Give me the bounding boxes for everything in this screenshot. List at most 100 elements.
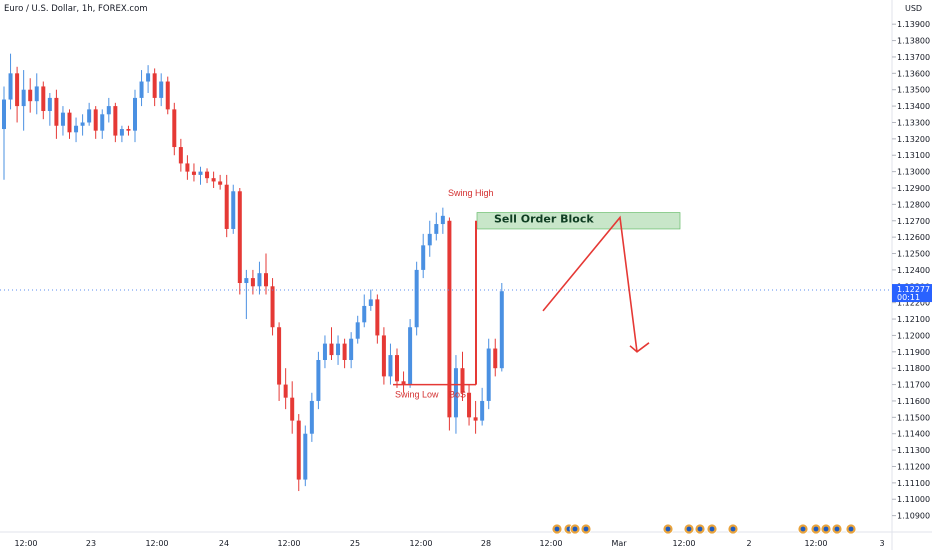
candle-up xyxy=(146,73,151,82)
last-price-tag xyxy=(892,284,932,303)
y-tick-label: 1.12400 xyxy=(897,266,930,275)
candle-down xyxy=(54,97,59,126)
x-tick-label: 12:00 xyxy=(539,539,562,548)
projection-path xyxy=(542,215,638,352)
candle-down xyxy=(113,106,118,136)
y-tick-label: 1.12900 xyxy=(897,184,930,193)
x-tick-label: 12:00 xyxy=(14,539,37,548)
y-tick-label: 1.11600 xyxy=(897,397,930,406)
y-tick-label: 1.12700 xyxy=(897,217,930,226)
candle-up xyxy=(355,322,360,339)
y-tick-label: 1.13300 xyxy=(897,118,930,127)
candle-up xyxy=(231,191,236,229)
event-flag-icon-center xyxy=(554,526,560,532)
candle-up xyxy=(21,89,26,107)
candle-down xyxy=(205,171,210,179)
candle-up xyxy=(349,338,354,360)
candle-down xyxy=(218,181,223,185)
y-tick-label: 1.13200 xyxy=(897,135,930,144)
candle-down xyxy=(165,81,170,110)
y-tick-label: 1.11200 xyxy=(897,462,930,471)
candle-down xyxy=(191,171,196,175)
candle-up xyxy=(414,269,419,328)
projection-arrowhead xyxy=(629,342,650,353)
y-tick-label: 1.12500 xyxy=(897,250,930,259)
y-tick-label: 1.13700 xyxy=(897,53,930,62)
x-tick-label: 12:00 xyxy=(145,539,168,548)
candle-down xyxy=(460,368,465,393)
events-row xyxy=(551,523,857,535)
event-flag-icon-center xyxy=(800,526,806,532)
candle-up xyxy=(159,81,164,98)
x-tick-label: 2 xyxy=(746,539,751,548)
y-tick-label: 1.12200 xyxy=(897,299,930,308)
candle-down xyxy=(126,129,131,131)
candle-down xyxy=(467,392,472,418)
event-flag-icon-center xyxy=(813,526,819,532)
candle-down xyxy=(296,420,301,480)
y-axis: 1.13900 1.13800 1.13700 1.13600 1.13500 1.134… xyxy=(891,0,932,550)
event-flag-icon-center xyxy=(730,526,736,532)
y-tick-label: 1.10900 xyxy=(897,512,930,521)
candle-down xyxy=(172,109,177,148)
y-tick-label: 1.11900 xyxy=(897,348,930,357)
y-tick-label: 1.13900 xyxy=(897,20,930,29)
last-price-value: 1.12277 xyxy=(897,285,930,294)
candle-down xyxy=(277,327,282,385)
candle-up xyxy=(244,278,249,284)
candle-down xyxy=(41,86,46,112)
x-tick-label: 24 xyxy=(219,539,229,548)
swing-low-label: Swing Low xyxy=(395,390,439,400)
candle-up xyxy=(100,114,105,131)
bos-label: BoS xyxy=(449,390,466,400)
candle-down xyxy=(15,73,20,107)
candle-down xyxy=(178,147,183,164)
event-flag-icon-center xyxy=(572,526,578,532)
candle-up xyxy=(421,245,426,270)
candle-countdown: 00:11 xyxy=(897,293,920,302)
candle-up xyxy=(453,368,458,418)
y-tick-label: 1.13000 xyxy=(897,168,930,177)
y-tick-label: 1.13800 xyxy=(897,37,930,46)
y-tick-label: 1.13600 xyxy=(897,69,930,78)
y-tick-label: 1.12800 xyxy=(897,200,930,209)
candle-up xyxy=(434,224,439,234)
x-tick-label: 12:00 xyxy=(804,539,827,548)
candle-up xyxy=(427,233,432,246)
candle-up xyxy=(303,433,308,480)
event-flag-icon-center xyxy=(834,526,840,532)
candle-down xyxy=(270,286,275,328)
candle-down xyxy=(224,184,229,229)
currency-label: USD xyxy=(905,4,922,13)
candle-down xyxy=(381,335,386,377)
x-tick-label: 12:00 xyxy=(277,539,300,548)
swing-high-label: Swing High xyxy=(448,188,494,198)
candle-up xyxy=(322,343,327,360)
event-flag-icon-center xyxy=(709,526,715,532)
x-tick-label: 28 xyxy=(481,539,491,548)
candle-up xyxy=(368,299,373,306)
event-flag-icon-center xyxy=(823,526,829,532)
candle-up xyxy=(119,129,124,136)
candle-up xyxy=(257,273,262,287)
candle-up xyxy=(80,122,85,126)
y-tick-label: 1.11500 xyxy=(897,413,930,422)
event-flag-icon-center xyxy=(583,526,589,532)
annotations-layer: Sell Order Block Swing High Swing Low BoS xyxy=(393,188,681,400)
candle-up xyxy=(139,81,144,98)
event-flag-icon-center xyxy=(686,526,692,532)
candle-down xyxy=(237,191,242,284)
y-tick-label: 1.11400 xyxy=(897,430,930,439)
candle-up xyxy=(388,355,393,377)
candle-down xyxy=(493,348,498,369)
candle-up xyxy=(74,125,79,133)
candle-up xyxy=(198,171,203,175)
x-tick-label: 3 xyxy=(879,539,884,548)
candle-down xyxy=(290,397,295,421)
candle-down xyxy=(473,417,478,421)
candle-down xyxy=(67,112,72,133)
candle-up xyxy=(34,86,39,102)
candle-up xyxy=(336,343,341,356)
